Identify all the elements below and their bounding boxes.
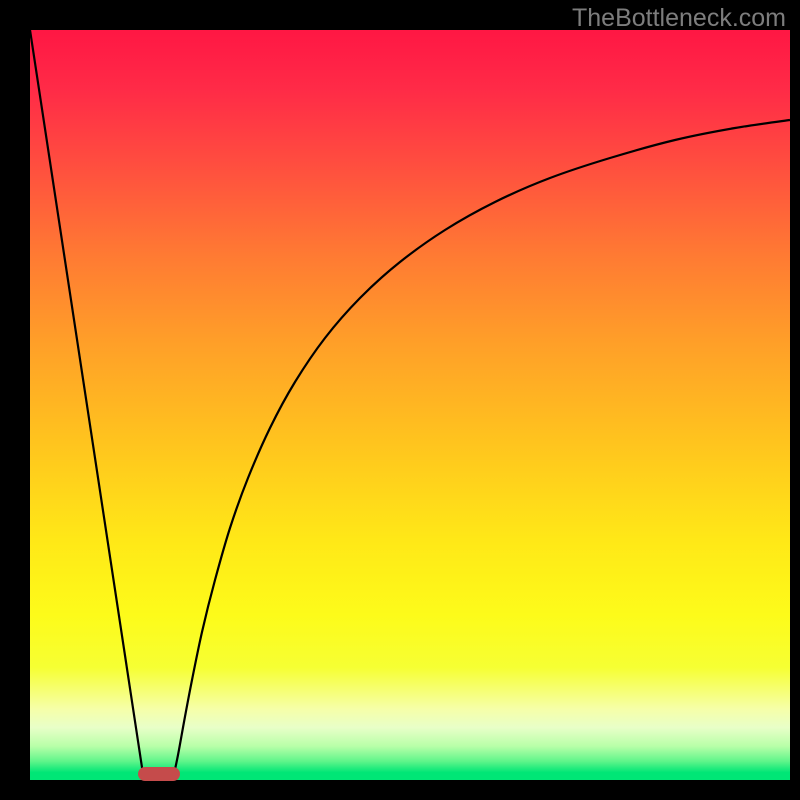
attribution-text: TheBottleneck.com (572, 4, 786, 33)
asymptotic-curve (174, 120, 790, 774)
chart-container: { "attribution": { "text": "TheBottlenec… (0, 0, 800, 800)
descending-line (30, 30, 143, 774)
curves-overlay (0, 0, 800, 800)
minimum-marker (138, 767, 180, 781)
